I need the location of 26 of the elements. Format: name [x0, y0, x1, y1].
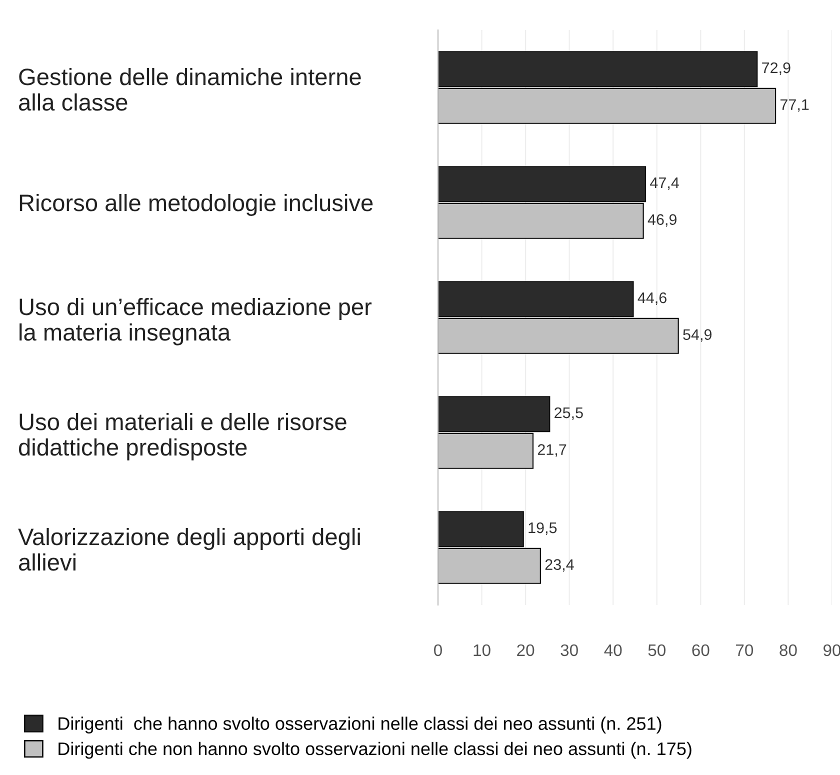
y-tick-label: Ricorso alle metodologie inclusive — [20, 194, 373, 216]
y-tick-label: Uso dei materiali e delle risorse didattiche predisposte — [18, 412, 346, 460]
y-tick-label: Gestione delle dinamiche interne alla classe — [19, 68, 361, 111]
y-tick-label: Valorizzazione degli apporti degli allievi — [18, 528, 360, 571]
data-label: 72,9 — [762, 62, 790, 76]
data-label: 54,9 — [683, 329, 712, 342]
legend-label: Dirigenti che hanno svolto osservazioni nelle classi dei neo assunti (n. 251) — [58, 716, 662, 734]
data-label: 21,7 — [538, 444, 566, 457]
x-tick-label: 20 — [517, 644, 534, 656]
data-label: 46,9 — [648, 214, 676, 227]
data-label: 44,6 — [638, 292, 666, 306]
x-tick-label: 0 — [434, 644, 442, 656]
x-tick-label: 40 — [604, 644, 622, 656]
x-tick-label: 10 — [474, 644, 490, 656]
data-label: 47,4 — [650, 178, 679, 190]
x-tick-label: 80 — [780, 644, 797, 656]
x-tick-label: 30 — [560, 644, 578, 656]
data-label: 23,4 — [545, 559, 574, 572]
legend-label: Dirigenti che non hanno svolto osservazioni nelle classi dei neo assunti (n. 175) — [58, 742, 692, 759]
x-tick-label: 60 — [692, 644, 710, 656]
x-tick-label: 50 — [648, 644, 666, 656]
data-label: 19,5 — [528, 522, 557, 536]
data-label: 77,1 — [780, 99, 809, 112]
y-tick-label: Uso di un’efficace mediazione per la materia insegnata — [20, 298, 372, 346]
data-label: 25,5 — [554, 407, 583, 420]
x-tick-label: 70 — [736, 644, 754, 656]
